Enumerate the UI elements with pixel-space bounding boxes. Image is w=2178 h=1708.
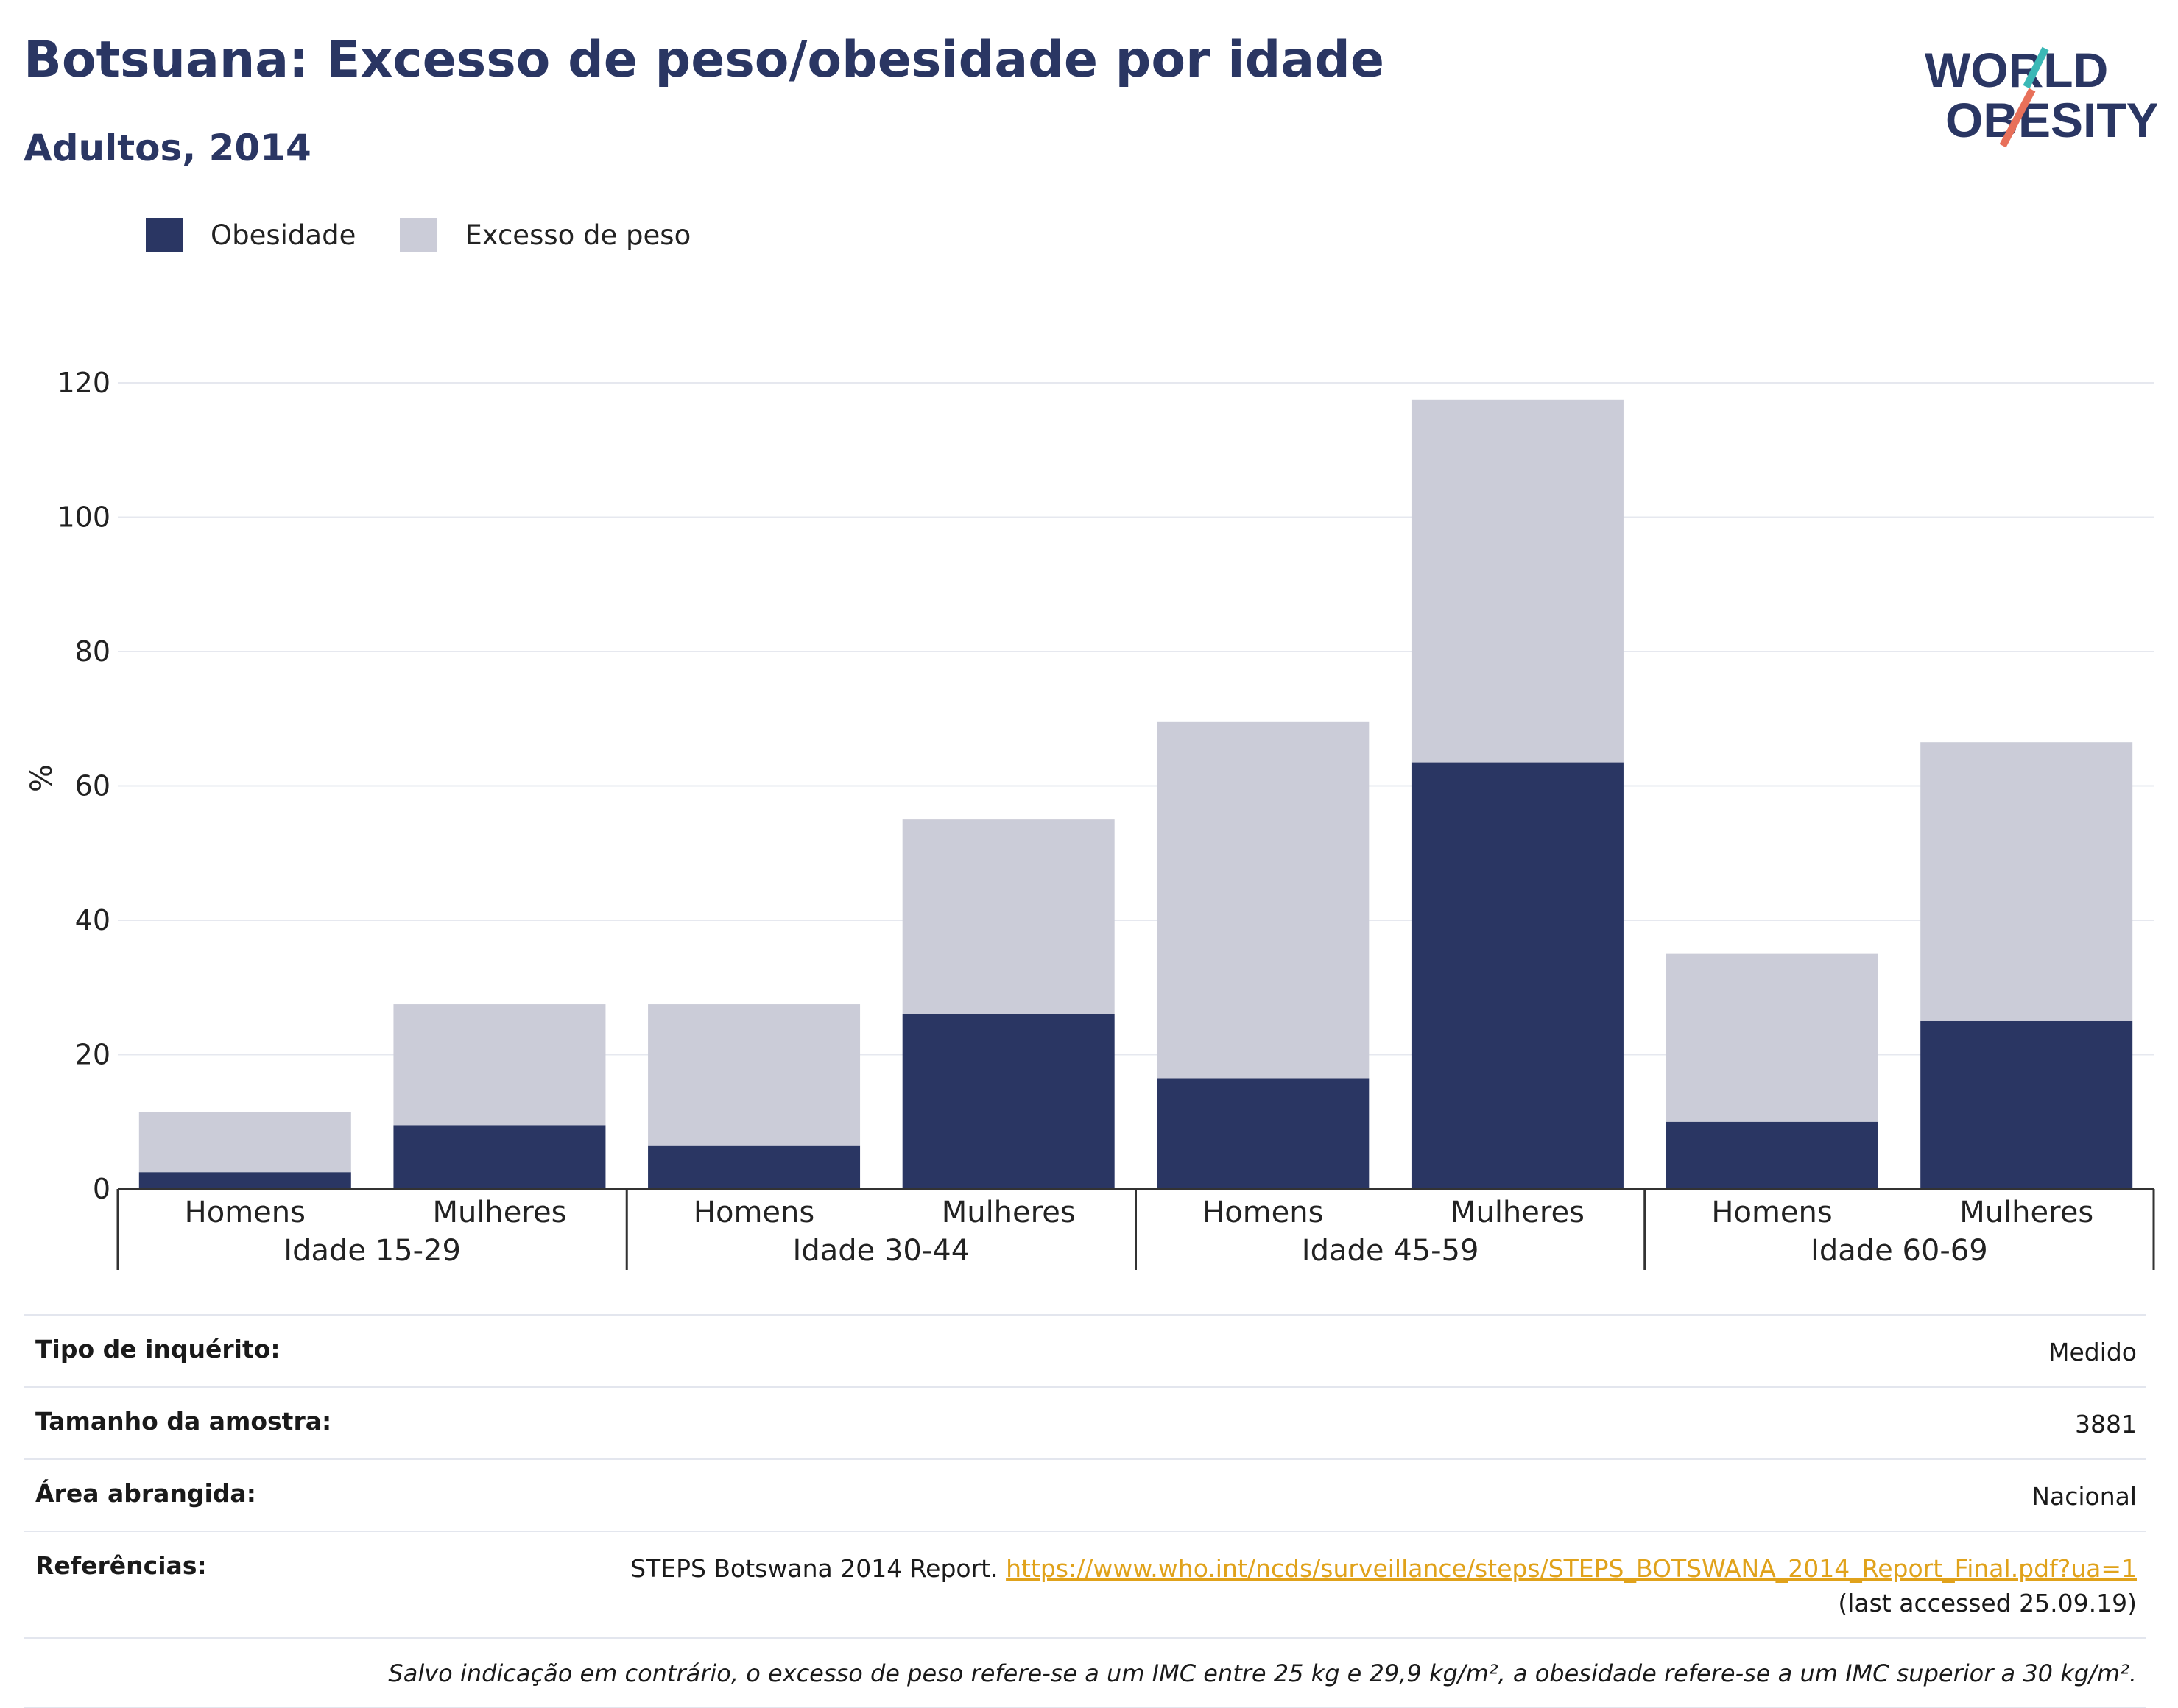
chart-legend: Obesidade Excesso de peso — [146, 218, 735, 252]
x-category-label: Mulheres — [942, 1196, 1076, 1229]
bar-obesity[interactable] — [1157, 1078, 1370, 1189]
y-tick-label: 20 — [75, 1039, 110, 1071]
info-value: Nacional — [2031, 1481, 2137, 1511]
info-label: Referências: — [35, 1550, 207, 1580]
references-prefix: STEPS Botswana 2014 Report. — [630, 1553, 998, 1583]
references-link[interactable]: https://www.who.int/ncds/surveillance/st… — [1006, 1553, 2137, 1583]
logo-line-2: OBESITY — [1945, 93, 2157, 147]
bar-obesity[interactable] — [393, 1125, 606, 1189]
logo-line-1: WORLD — [1925, 43, 2108, 97]
stacked-bar-chart: 0 20 40 60 80 100 120 Homens Mulheres Homens Mulhe… — [25, 367, 2155, 1270]
y-tick-label: 80 — [75, 635, 110, 668]
x-category-label: Mulheres — [1451, 1196, 1585, 1229]
world-obesity-logo: WORLD OBESITY — [1925, 43, 2157, 148]
bar-obesity[interactable] — [138, 1172, 351, 1189]
info-row-sample-size: Tamanho da amostra: 3881 — [24, 1386, 2146, 1458]
legend-item-obesity[interactable]: Obesidade — [146, 218, 356, 252]
bar-obesity[interactable] — [648, 1145, 861, 1189]
x-category-label: Homens — [1711, 1196, 1832, 1229]
bar-obesity[interactable] — [1411, 762, 1624, 1189]
bar-obesity[interactable] — [1666, 1121, 1878, 1189]
info-value: 3881 — [2075, 1409, 2137, 1439]
info-row-references: Referências: STEPS Botswana 2014 Report.… — [24, 1530, 2146, 1638]
info-value: Medido — [2048, 1338, 2137, 1366]
legend-label-obesity: Obesidade — [211, 219, 356, 251]
y-tick-label: 60 — [75, 770, 110, 802]
x-category-label: Homens — [185, 1196, 306, 1229]
bar-obesity[interactable] — [902, 1014, 1115, 1189]
bar-overweight[interactable] — [138, 1112, 351, 1173]
x-category-label: Homens — [1202, 1196, 1323, 1229]
x-group-label: Idade 60-69 — [1811, 1234, 1988, 1268]
definition-note: Salvo indicação em contrário, o excesso … — [24, 1637, 2146, 1708]
x-group-label: Idade 15-29 — [283, 1234, 461, 1268]
bar-overweight[interactable] — [1411, 399, 1624, 763]
references-suffix: (last accessed 25.09.19) — [1838, 1589, 2137, 1618]
y-tick-label: 0 — [93, 1173, 110, 1205]
legend-swatch-overweight — [400, 218, 437, 252]
axis-layer: 0 20 40 60 80 100 120 Homens Mulheres Homens Mulhe… — [57, 367, 2155, 1270]
x-group-label: Idade 45-59 — [1302, 1234, 1479, 1268]
y-tick-label: 40 — [75, 904, 110, 936]
logo-stroke-teal — [2023, 46, 2049, 89]
y-tick-label: 120 — [57, 367, 110, 399]
x-group-label: Idade 30-44 — [793, 1234, 970, 1268]
references-value: STEPS Botswana 2014 Report. https://www.… — [591, 1551, 2137, 1622]
chart-title: Botsuana: Excesso de peso/obesidade por … — [24, 31, 1384, 89]
legend-label-overweight: Excesso de peso — [465, 219, 691, 251]
info-label: Tipo de inquérito: — [35, 1335, 281, 1363]
y-axis-label: % — [25, 764, 59, 792]
legend-swatch-obesity — [146, 218, 183, 252]
bar-overweight[interactable] — [1666, 953, 1878, 1122]
info-row-area: Área abrangida: Nacional — [24, 1458, 2146, 1531]
bar-layer — [138, 399, 2133, 1189]
x-category-label: Homens — [694, 1196, 814, 1229]
info-label: Área abrangida: — [35, 1478, 256, 1508]
x-category-label: Mulheres — [432, 1196, 566, 1229]
logo-stroke-coral — [1999, 88, 2036, 148]
bar-obesity[interactable] — [1920, 1020, 2133, 1189]
info-label: Tamanho da amostra: — [35, 1406, 332, 1436]
survey-info-table: Tipo de inquérito: Medido Tamanho da amo… — [24, 1314, 2146, 1708]
info-row-survey-type: Tipo de inquérito: Medido — [24, 1314, 2146, 1386]
bar-overweight[interactable] — [902, 819, 1115, 1014]
bar-overweight[interactable] — [1920, 742, 2133, 1021]
bar-overweight[interactable] — [393, 1004, 606, 1126]
legend-item-overweight[interactable]: Excesso de peso — [400, 218, 691, 252]
bar-overweight[interactable] — [648, 1004, 861, 1146]
x-category-label: Mulheres — [1959, 1196, 2093, 1229]
bar-overweight[interactable] — [1157, 721, 1370, 1079]
chart-subtitle: Adultos, 2014 — [24, 127, 311, 169]
y-tick-label: 100 — [57, 501, 110, 534]
